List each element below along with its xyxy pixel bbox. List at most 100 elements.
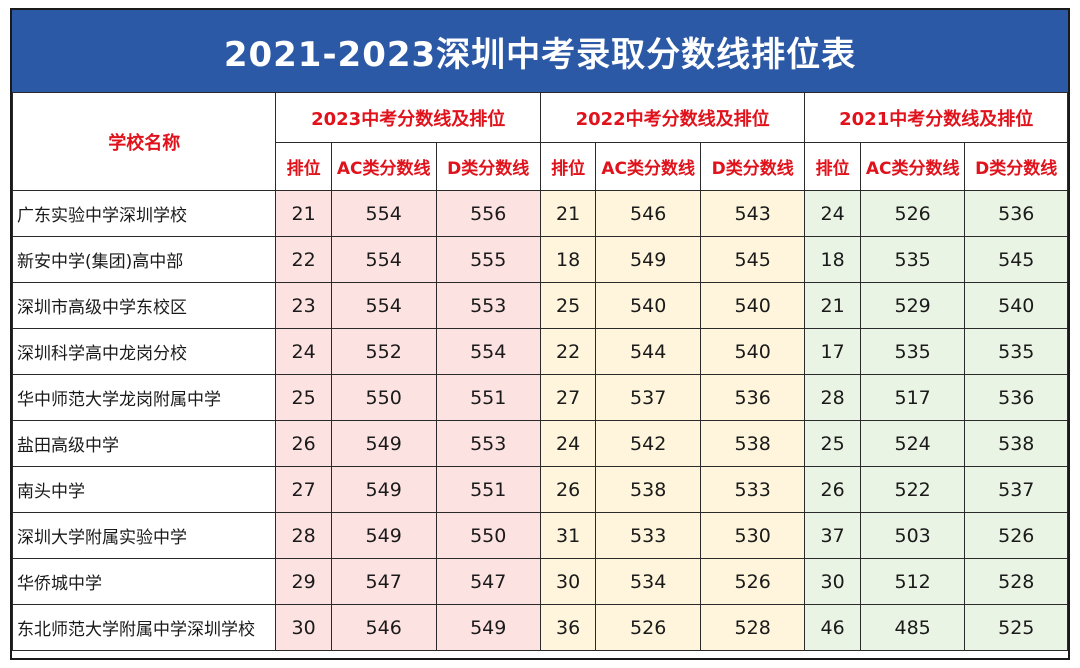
- school-name-cell: 新安中学(集团)高中部: [11, 236, 277, 283]
- d-score-header: D类分数线: [435, 142, 541, 191]
- table-row: 广东实验中学深圳学校 21 554 556 21 546 543 24 526 536: [11, 190, 1068, 237]
- rank-2023-cell: 28: [275, 512, 332, 559]
- d-score-2022-cell: 533: [699, 466, 806, 513]
- school-name-cell: 东北师范大学附属中学深圳学校: [11, 604, 277, 651]
- school-name-cell: 广东实验中学深圳学校: [11, 190, 277, 237]
- rank-2023-cell: 25: [275, 374, 332, 421]
- rank-2022-cell: 21: [539, 190, 597, 237]
- rank-header: 排位: [804, 142, 861, 191]
- rank-2023-cell: 29: [275, 558, 332, 605]
- d-score-2022-cell: 526: [699, 558, 806, 605]
- table-row: 东北师范大学附属中学深圳学校 30 546 549 36 526 528 46 485 525: [11, 604, 1068, 651]
- d-score-header: D类分数线: [699, 142, 806, 191]
- school-name-cell: 深圳市高级中学东校区: [11, 282, 277, 329]
- ac-score-2023-cell: 554: [330, 190, 437, 237]
- d-score-2022-cell: 540: [699, 282, 806, 329]
- d-score-2021-cell: 537: [964, 466, 1068, 513]
- d-score-2022-cell: 543: [699, 190, 806, 237]
- table-body: 广东实验中学深圳学校 21 554 556 21 546 543 24 526 536 新安中学(集…: [11, 190, 1068, 651]
- ac-score-2021-cell: 512: [859, 558, 966, 605]
- rank-2022-cell: 26: [539, 466, 597, 513]
- rank-2023-cell: 30: [275, 604, 332, 651]
- rank-header: 排位: [539, 142, 597, 191]
- ac-score-2022-cell: 549: [595, 236, 701, 283]
- rank-2021-cell: 26: [804, 466, 861, 513]
- table-row: 深圳科学高中龙岗分校 24 552 554 22 544 540 17 535 535: [11, 328, 1068, 375]
- d-score-2023-cell: 555: [435, 236, 541, 283]
- rank-2022-cell: 31: [539, 512, 597, 559]
- d-score-2023-cell: 550: [435, 512, 541, 559]
- page-title: 2021-2023深圳中考录取分数线排位表: [12, 10, 1068, 92]
- table-row: 南头中学 27 549 551 26 538 533 26 522 537: [11, 466, 1068, 513]
- ac-score-2021-cell: 503: [859, 512, 966, 559]
- ac-score-2022-cell: 537: [595, 374, 701, 421]
- rank-2021-cell: 30: [804, 558, 861, 605]
- ac-score-2021-cell: 529: [859, 282, 966, 329]
- ac-score-header: AC类分数线: [330, 142, 437, 191]
- ac-score-2021-cell: 522: [859, 466, 966, 513]
- rank-2022-cell: 30: [539, 558, 597, 605]
- d-score-2022-cell: 528: [699, 604, 806, 651]
- ac-score-2022-cell: 540: [595, 282, 701, 329]
- ac-score-2022-cell: 533: [595, 512, 701, 559]
- rank-2023-cell: 24: [275, 328, 332, 375]
- rank-2022-cell: 27: [539, 374, 597, 421]
- d-score-2022-cell: 538: [699, 420, 806, 467]
- ac-score-2023-cell: 550: [330, 374, 437, 421]
- d-score-2021-cell: 536: [964, 374, 1068, 421]
- d-score-2023-cell: 556: [435, 190, 541, 237]
- ac-score-2023-cell: 549: [330, 466, 437, 513]
- ac-score-2022-cell: 544: [595, 328, 701, 375]
- rank-2023-cell: 21: [275, 190, 332, 237]
- ac-score-2022-cell: 546: [595, 190, 701, 237]
- d-score-2021-cell: 536: [964, 190, 1068, 237]
- table-row: 华中师范大学龙岗附属中学 25 550 551 27 537 536 28 517 536: [11, 374, 1068, 421]
- d-score-2022-cell: 530: [699, 512, 806, 559]
- rank-2021-cell: 37: [804, 512, 861, 559]
- year-group-2022-header: 2022中考分数线及排位: [539, 92, 806, 143]
- d-score-2021-cell: 528: [964, 558, 1068, 605]
- score-table: 学校名称 2023中考分数线及排位 2022中考分数线及排位 2021中考分数线…: [11, 92, 1068, 651]
- ac-score-2021-cell: 485: [859, 604, 966, 651]
- ac-score-header: AC类分数线: [859, 142, 966, 191]
- school-name-cell: 华中师范大学龙岗附属中学: [11, 374, 277, 421]
- d-score-2021-cell: 525: [964, 604, 1068, 651]
- rank-2021-cell: 21: [804, 282, 861, 329]
- table-row: 深圳大学附属实验中学 28 549 550 31 533 530 37 503 526: [11, 512, 1068, 559]
- d-score-2021-cell: 545: [964, 236, 1068, 283]
- ac-score-2023-cell: 547: [330, 558, 437, 605]
- rank-2022-cell: 18: [539, 236, 597, 283]
- year-group-2021-header: 2021中考分数线及排位: [804, 92, 1068, 143]
- d-score-2023-cell: 554: [435, 328, 541, 375]
- rank-2023-cell: 26: [275, 420, 332, 467]
- ac-score-2022-cell: 542: [595, 420, 701, 467]
- school-name-cell: 深圳大学附属实验中学: [11, 512, 277, 559]
- ac-score-2022-cell: 534: [595, 558, 701, 605]
- d-score-2023-cell: 551: [435, 374, 541, 421]
- ac-score-2022-cell: 538: [595, 466, 701, 513]
- school-name-header: 学校名称: [11, 92, 277, 191]
- table-row: 深圳市高级中学东校区 23 554 553 25 540 540 21 529 540: [11, 282, 1068, 329]
- d-score-2022-cell: 545: [699, 236, 806, 283]
- d-score-2023-cell: 547: [435, 558, 541, 605]
- ac-score-2021-cell: 535: [859, 328, 966, 375]
- d-score-header: D类分数线: [964, 142, 1068, 191]
- d-score-2023-cell: 553: [435, 282, 541, 329]
- d-score-2022-cell: 540: [699, 328, 806, 375]
- ac-score-header: AC类分数线: [595, 142, 701, 191]
- d-score-2022-cell: 536: [699, 374, 806, 421]
- ac-score-2021-cell: 524: [859, 420, 966, 467]
- table-row: 盐田高级中学 26 549 553 24 542 538 25 524 538: [11, 420, 1068, 467]
- ac-score-2021-cell: 517: [859, 374, 966, 421]
- d-score-2023-cell: 553: [435, 420, 541, 467]
- ac-score-2023-cell: 546: [330, 604, 437, 651]
- school-name-cell: 南头中学: [11, 466, 277, 513]
- rank-2021-cell: 28: [804, 374, 861, 421]
- rank-2021-cell: 24: [804, 190, 861, 237]
- rank-2022-cell: 36: [539, 604, 597, 651]
- d-score-2023-cell: 551: [435, 466, 541, 513]
- school-name-cell: 盐田高级中学: [11, 420, 277, 467]
- rank-2023-cell: 22: [275, 236, 332, 283]
- ac-score-2023-cell: 554: [330, 282, 437, 329]
- rank-2023-cell: 23: [275, 282, 332, 329]
